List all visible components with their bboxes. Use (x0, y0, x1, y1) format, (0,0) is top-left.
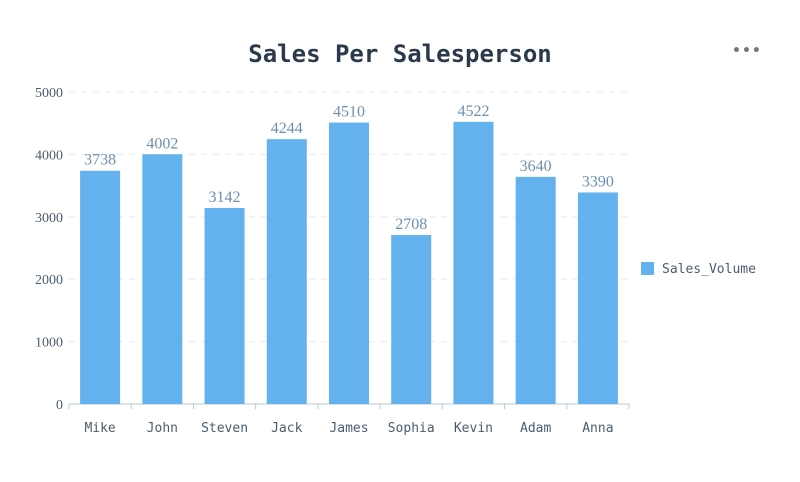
chart-title: Sales Per Salesperson (248, 40, 552, 68)
y-tick-label: 1000 (35, 336, 63, 351)
legend-label[interactable]: Sales_Volume (662, 262, 756, 277)
x-tick-label: James (329, 421, 368, 436)
y-tick-label: 4000 (35, 148, 63, 163)
bar (204, 207, 245, 404)
data-label: 3640 (520, 158, 552, 175)
bar (391, 235, 432, 404)
x-tick-label: Anna (582, 421, 613, 436)
x-tick-label: Steven (201, 421, 248, 436)
data-label: 4244 (271, 120, 303, 137)
data-label: 3738 (84, 152, 116, 169)
data-label: 3142 (209, 189, 241, 206)
data-label: 4002 (146, 135, 178, 152)
data-label: 4510 (333, 104, 365, 121)
y-tick-label: 2000 (35, 273, 63, 288)
x-tick-label: Mike (84, 421, 115, 436)
data-label: 4522 (457, 103, 489, 120)
bar (515, 176, 556, 404)
more-options-icon[interactable]: ••• (732, 43, 762, 59)
x-tick-label: Kevin (454, 421, 493, 436)
bar (80, 170, 121, 404)
y-tick-label: 5000 (35, 86, 63, 101)
x-tick-label: Adam (520, 421, 551, 436)
x-tick-label: John (147, 421, 178, 436)
data-label: 2708 (395, 216, 427, 233)
y-tick-label: 0 (56, 398, 63, 413)
bar (266, 139, 307, 405)
bar (142, 154, 183, 404)
data-label: 3390 (582, 173, 614, 190)
x-tick-label: Jack (271, 421, 302, 436)
bar (453, 121, 494, 404)
bar (329, 122, 369, 405)
legend-swatch (641, 262, 654, 275)
bar (577, 192, 618, 404)
x-tick-label: Sophia (388, 421, 435, 436)
y-tick-label: 3000 (35, 211, 63, 226)
